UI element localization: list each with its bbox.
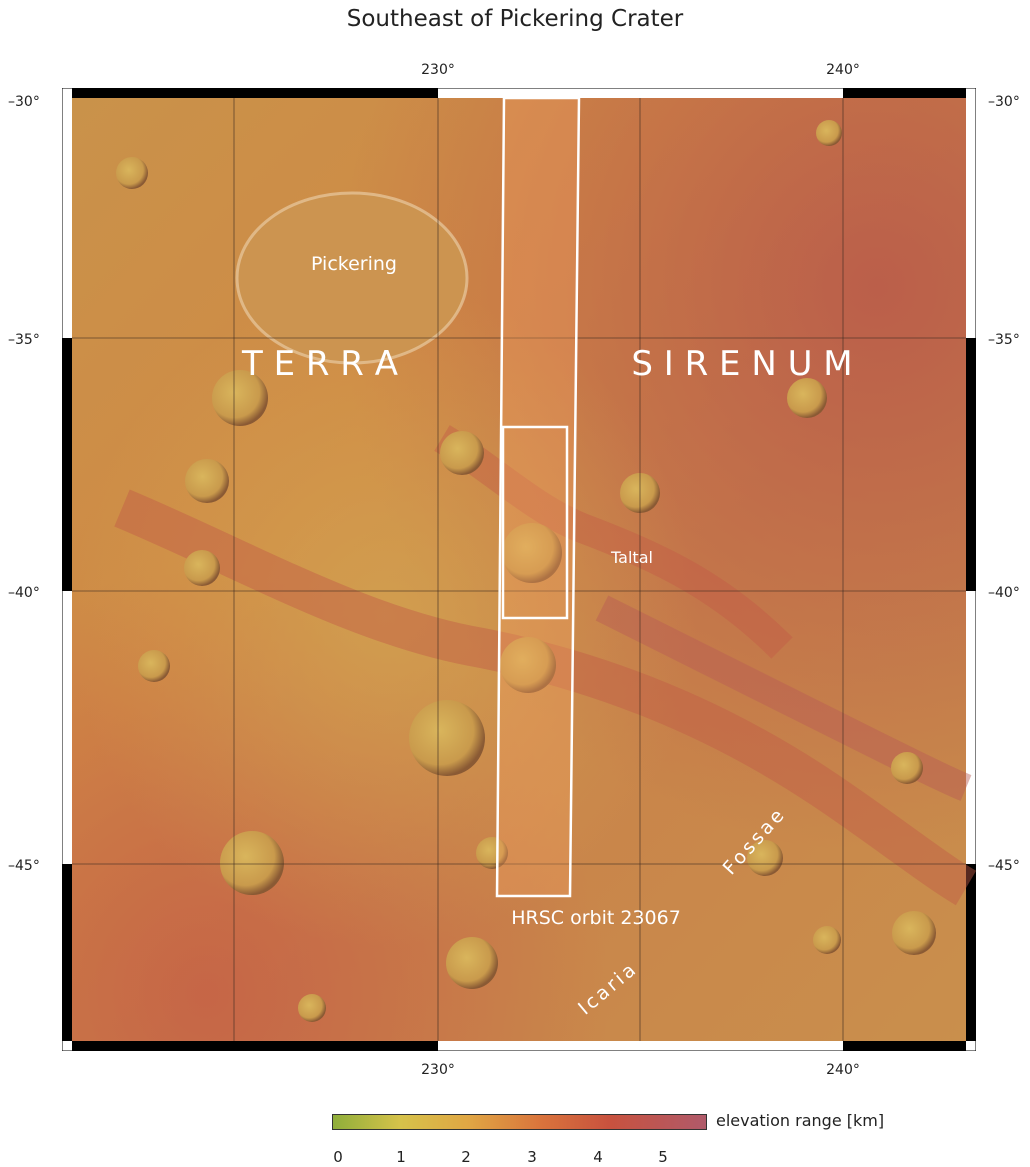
lat-label-45-left: –45° [8, 858, 40, 874]
page-title: Southeast of Pickering Crater [346, 6, 684, 32]
hrsc-footprint [495, 96, 581, 898]
lon-label-230-top: 230° [421, 62, 455, 78]
lon-label-240-top: 240° [826, 62, 860, 78]
legend-title: elevation range [km] [716, 1111, 885, 1130]
lat-label-40-left: –40° [8, 585, 40, 601]
label-hrsc-orbit: HRSC orbit 23067 [511, 907, 681, 929]
lat-label-45-right: –45° [988, 858, 1020, 874]
legend-tick-1: 1 [396, 1148, 406, 1166]
lat-label-30-right: –30° [988, 94, 1020, 110]
legend-tick-5: 5 [658, 1148, 668, 1166]
graticule [72, 98, 966, 1041]
lat-label-30-left: –30° [8, 94, 40, 110]
lat-label-35-right: –35° [988, 332, 1020, 348]
elevation-colorbar [332, 1114, 707, 1130]
label-sirenum: S I R E N U M [631, 344, 852, 384]
legend-tick-3: 3 [527, 1148, 537, 1166]
terrain [72, 98, 976, 1041]
lat-label-35-left: –35° [8, 332, 40, 348]
lat-label-40-right: –40° [988, 585, 1020, 601]
elevation-map[interactable]: Pickering T E R R A S I R E N U M Taltal… [62, 88, 976, 1051]
lon-label-230-bottom: 230° [421, 1062, 455, 1078]
lon-label-240-bottom: 240° [826, 1062, 860, 1078]
legend-tick-4: 4 [593, 1148, 603, 1166]
legend-tick-2: 2 [461, 1148, 471, 1166]
legend-tick-0: 0 [333, 1148, 343, 1166]
map-frame[interactable]: Pickering T E R R A S I R E N U M Taltal… [62, 88, 976, 1051]
label-terra: T E R R A [241, 344, 398, 384]
label-taltal: Taltal [610, 548, 653, 567]
label-pickering: Pickering [311, 253, 397, 275]
